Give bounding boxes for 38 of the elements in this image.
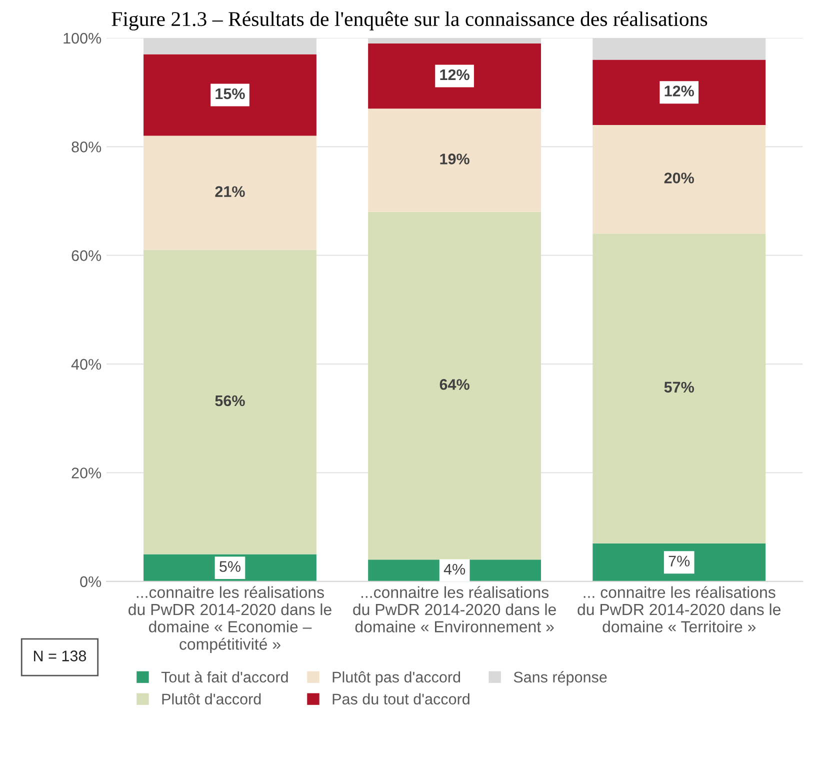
bar [368, 212, 541, 560]
data-label: 12% [440, 69, 470, 80]
text: N = 138 [34, 650, 86, 662]
bar [592, 234, 766, 544]
x-tick-label: ... connaitre les réalisations du PwDR 2014-2020 dans le domaine « Territoire » [578, 586, 781, 632]
data-label: 12% [664, 86, 694, 96]
data-label: 19% [440, 154, 470, 164]
legend-label: Sans réponse [514, 671, 607, 686]
legend-label: Plutôt d'accord [162, 693, 261, 705]
legend-label: Tout à fait d'accord [161, 671, 288, 683]
y-tick-label: 40% [71, 358, 102, 370]
y-tick-label: 80% [72, 142, 102, 152]
legend-label: Plutôt pas d'accord [332, 671, 460, 686]
data-label: 4% [444, 564, 466, 575]
bar [144, 54, 316, 136]
bar [592, 60, 766, 125]
data-label: 21% [215, 186, 245, 197]
data-label: 57% [664, 382, 694, 393]
y-tick-label: 60% [72, 250, 102, 262]
bar [592, 543, 766, 582]
bar [368, 43, 541, 109]
y-tick-label: 0% [80, 576, 102, 588]
bar [144, 136, 316, 250]
y-tick-label: 100% [64, 32, 102, 44]
data-label: 7% [668, 556, 690, 566]
x-tick-label: ...connaitre les réalisations du PwDR 2014-2020 dans le domaine « Economie – compétitivité » [128, 586, 332, 653]
bar [592, 124, 766, 234]
bar [144, 250, 316, 554]
data-label: 5% [220, 561, 240, 572]
chart-title: Figure 21.3 – Résultats de l'enquête sur la connaissance des réalisations [112, 11, 708, 30]
data-label: 15% [216, 88, 245, 100]
data-label: 56% [215, 395, 245, 406]
legend-label: Pas du tout d'accord [332, 693, 470, 705]
y-tick-label: 20% [72, 468, 102, 478]
data-label: 20% [664, 172, 694, 184]
data-label: 64% [440, 379, 470, 390]
bar [368, 108, 541, 212]
x-tick-label: ...connaitre les réalisations du PwDR 2014-2020 dans le domaine « Environnement » [353, 586, 556, 632]
